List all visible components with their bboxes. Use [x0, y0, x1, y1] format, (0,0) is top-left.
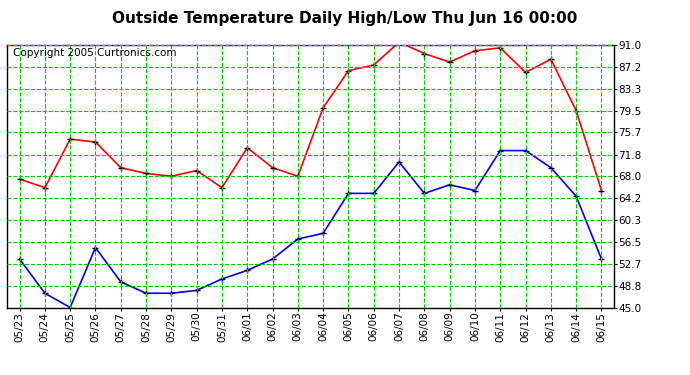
- Text: Copyright 2005 Curtronics.com: Copyright 2005 Curtronics.com: [13, 48, 177, 58]
- Text: Outside Temperature Daily High/Low Thu Jun 16 00:00: Outside Temperature Daily High/Low Thu J…: [112, 11, 578, 26]
